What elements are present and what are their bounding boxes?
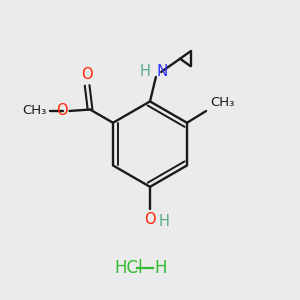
Text: HCl: HCl xyxy=(115,259,143,277)
Text: CH₃: CH₃ xyxy=(210,96,234,109)
Text: H: H xyxy=(140,64,151,80)
Text: O: O xyxy=(81,67,93,82)
Text: N: N xyxy=(157,64,168,80)
Text: H: H xyxy=(154,259,167,277)
Text: H: H xyxy=(159,214,170,229)
Text: CH₃: CH₃ xyxy=(23,104,47,118)
Text: O: O xyxy=(56,103,68,118)
Text: O: O xyxy=(144,212,156,226)
